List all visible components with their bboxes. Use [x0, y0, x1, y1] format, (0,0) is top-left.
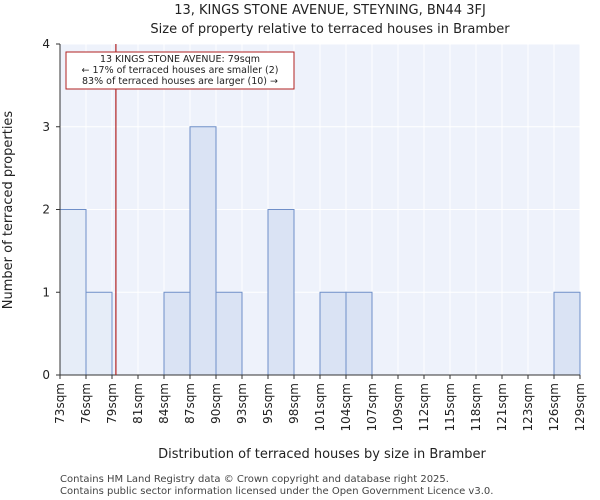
bar-76sqm	[85, 291, 113, 376]
y-tick-label: 0	[42, 368, 50, 382]
bar-95sqm	[267, 209, 295, 376]
annotation-frame	[65, 51, 295, 90]
x-tick-label: 107sqm	[365, 383, 379, 431]
bar-104sqm	[345, 291, 373, 376]
annotation-box: 13 KINGS STONE AVENUE: 79sqm ← 17% of te…	[65, 51, 295, 90]
x-tick-label: 109sqm	[391, 383, 405, 431]
y-tick-label: 1	[42, 285, 50, 299]
y-axis-label: Number of terraced properties	[1, 111, 16, 310]
y-tick-label: 4	[42, 37, 50, 51]
x-tick-label: 129sqm	[573, 383, 587, 431]
y-ticks: 0 1 2 3 4	[42, 37, 60, 382]
x-tick-label: 93sqm	[235, 383, 249, 424]
footer-line-2: Contains public sector information licen…	[60, 486, 493, 497]
chart-title: 13, KINGS STONE AVENUE, STEYNING, BN44 3…	[174, 3, 486, 18]
bar-87sqm	[189, 126, 217, 376]
bar-84sqm	[163, 291, 191, 376]
x-tick-label: 98sqm	[287, 383, 301, 424]
x-tick-label: 87sqm	[183, 383, 197, 424]
x-tick-label: 115sqm	[443, 383, 457, 431]
annotation-line-1: 13 KINGS STONE AVENUE: 79sqm	[100, 54, 260, 65]
chart-subtitle: Size of property relative to terraced ho…	[150, 22, 510, 37]
annotation-line-2: ← 17% of terraced houses are smaller (2)	[82, 65, 279, 76]
x-tick-label: 76sqm	[79, 383, 93, 424]
x-tick-label: 101sqm	[313, 383, 327, 431]
bar-101sqm	[319, 291, 347, 376]
x-tick-label: 73sqm	[53, 383, 67, 424]
x-tick-label: 123sqm	[521, 383, 535, 431]
y-tick-label: 2	[42, 203, 50, 217]
bar-90sqm	[215, 291, 243, 376]
x-axis-label: Distribution of terraced houses by size …	[158, 447, 486, 462]
x-tick-label: 84sqm	[157, 383, 171, 424]
x-tick-label: 126sqm	[547, 383, 561, 431]
x-ticks: 73sqm 76sqm 79sqm 81sqm 84sqm 87sqm 90sqm 93sqm…	[53, 375, 587, 431]
annotation-line-3: 83% of terraced houses are larger (10) →	[82, 76, 278, 87]
x-tick-label: 79sqm	[105, 383, 119, 424]
x-tick-label: 90sqm	[209, 383, 223, 424]
x-tick-label: 121sqm	[495, 383, 509, 431]
x-tick-label: 104sqm	[339, 383, 353, 431]
x-tick-label: 118sqm	[469, 383, 483, 431]
x-tick-label: 81sqm	[131, 383, 145, 424]
footer-line-1: Contains HM Land Registry data © Crown c…	[60, 474, 449, 485]
bars	[59, 126, 581, 376]
x-tick-label: 95sqm	[261, 383, 275, 424]
y-tick-label: 3	[42, 120, 50, 134]
bar-73sqm	[59, 209, 87, 376]
bar-126sqm	[553, 291, 581, 376]
x-tick-label: 112sqm	[417, 383, 431, 431]
